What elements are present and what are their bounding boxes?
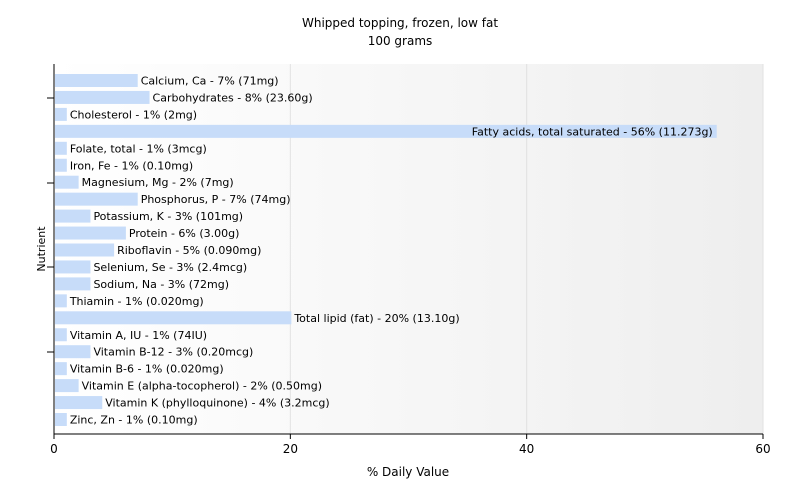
bar-label: Vitamin K (phylloquinone) - 4% (3.2mcg) bbox=[105, 397, 329, 410]
bar bbox=[55, 396, 103, 410]
bar bbox=[55, 209, 91, 223]
y-axis-label: Nutrient bbox=[35, 226, 48, 272]
bar-label: Total lipid (fat) - 20% (13.10g) bbox=[293, 312, 459, 325]
bar bbox=[55, 74, 138, 87]
x-tick-label: 0 bbox=[50, 442, 58, 456]
bar bbox=[55, 311, 292, 325]
bar-label: Thiamin - 1% (0.020mg) bbox=[69, 295, 204, 308]
bar bbox=[55, 345, 91, 359]
x-tick-labels: 0 20 40 60 bbox=[50, 442, 770, 456]
bar-label: Vitamin B-6 - 1% (0.020mg) bbox=[70, 363, 224, 376]
bar bbox=[55, 192, 138, 206]
bar bbox=[55, 294, 67, 308]
bar bbox=[55, 141, 67, 155]
bar-label: Cholesterol - 1% (2mg) bbox=[70, 108, 197, 121]
bar-label: Phosphorus, P - 7% (74mg) bbox=[141, 193, 291, 206]
bar bbox=[55, 226, 126, 240]
bar-label: Fatty acids, total saturated - 56% (11.2… bbox=[472, 125, 713, 138]
bar-label: Folate, total - 1% (3mcg) bbox=[70, 142, 207, 155]
bar bbox=[55, 107, 67, 121]
bar bbox=[55, 158, 67, 172]
bar bbox=[55, 90, 150, 104]
bar bbox=[55, 379, 79, 393]
bar-label: Calcium, Ca - 7% (71mg) bbox=[141, 75, 279, 88]
bar-label: Potassium, K - 3% (101mg) bbox=[93, 210, 243, 223]
bar bbox=[55, 175, 79, 189]
bar bbox=[55, 362, 67, 376]
chart-title: Whipped topping, frozen, low fat bbox=[302, 16, 498, 30]
bar-label: Iron, Fe - 1% (0.10mg) bbox=[70, 159, 193, 172]
bar-label: Sodium, Na - 3% (72mg) bbox=[93, 278, 229, 291]
bar bbox=[55, 413, 67, 426]
bar-label: Riboflavin - 5% (0.090mg) bbox=[117, 244, 261, 257]
chart-subtitle: 100 grams bbox=[368, 34, 433, 48]
bar-label: Magnesium, Mg - 2% (7mg) bbox=[82, 176, 234, 189]
bar bbox=[55, 277, 91, 291]
x-tick-label: 60 bbox=[755, 442, 770, 456]
bar-labels: Calcium, Ca - 7% (71mg) Carbohydrates - 8… bbox=[69, 75, 713, 427]
bar-label: Zinc, Zn - 1% (0.10mg) bbox=[70, 414, 198, 427]
bar-label: Vitamin A, IU - 1% (74IU) bbox=[70, 329, 207, 342]
bar-label: Selenium, Se - 3% (2.4mcg) bbox=[93, 261, 247, 274]
x-tick-label: 40 bbox=[519, 442, 534, 456]
bar-label: Protein - 6% (3.00g) bbox=[129, 227, 240, 240]
bar-label: Vitamin E (alpha-tocopherol) - 2% (0.50m… bbox=[82, 380, 322, 393]
axes bbox=[47, 64, 764, 439]
bar bbox=[55, 243, 115, 257]
bar bbox=[55, 260, 91, 274]
x-tick-label: 20 bbox=[283, 442, 298, 456]
bar-series bbox=[55, 74, 717, 426]
bar bbox=[55, 328, 67, 342]
bar bbox=[55, 124, 717, 138]
x-axis-label: % Daily Value bbox=[367, 465, 449, 479]
bar-label: Vitamin B-12 - 3% (0.20mcg) bbox=[93, 346, 253, 359]
bar-label: Carbohydrates - 8% (23.60g) bbox=[153, 91, 313, 104]
